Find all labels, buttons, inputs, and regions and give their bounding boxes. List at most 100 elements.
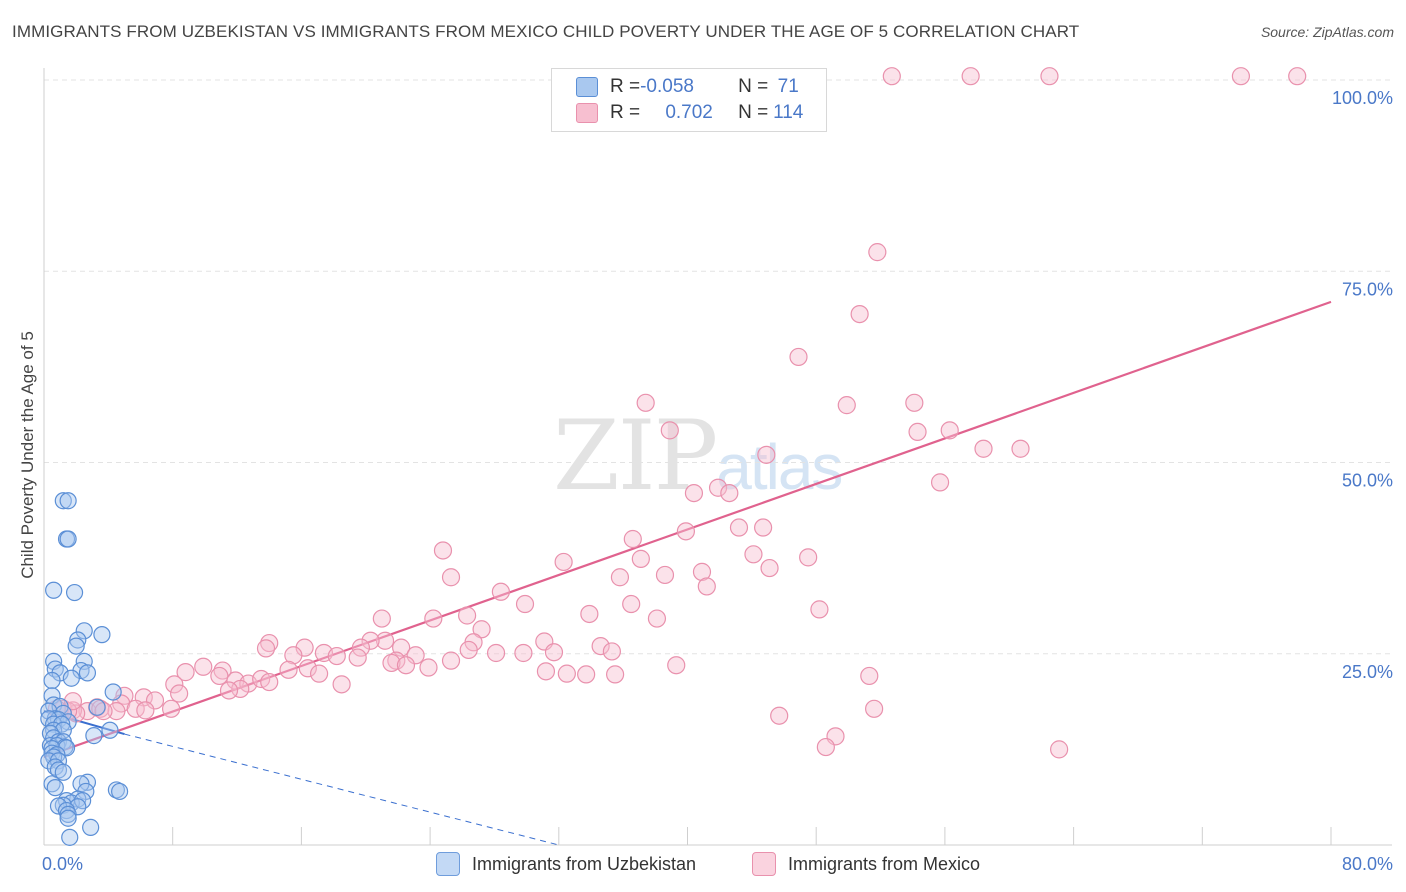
y-tick-label: 100.0% bbox=[1332, 88, 1393, 108]
point-mexico bbox=[610, 568, 630, 587]
point-mexico bbox=[332, 675, 351, 694]
point-mexico bbox=[424, 609, 443, 628]
point-mexico bbox=[860, 666, 879, 686]
point-mexico bbox=[327, 646, 346, 666]
y-axis-label: Child Poverty Under the Age of 5 bbox=[18, 331, 37, 579]
point-mexico bbox=[382, 653, 401, 673]
point-mexico bbox=[729, 518, 749, 537]
point-mexico bbox=[161, 699, 181, 718]
point-uzbekistan bbox=[101, 721, 119, 739]
point-mexico bbox=[514, 643, 533, 663]
point-mexico bbox=[697, 577, 716, 596]
trend-line-mexico bbox=[43, 300, 1332, 759]
point-mexico bbox=[406, 646, 425, 665]
chart-title: IMMIGRANTS FROM UZBEKISTAN VS IMMIGRANTS… bbox=[12, 22, 1080, 41]
point-mexico bbox=[631, 549, 650, 568]
point-mexico bbox=[961, 67, 980, 86]
point-mexico bbox=[1231, 67, 1251, 86]
legend-r-value: 0.702 bbox=[665, 102, 713, 123]
point-mexico bbox=[667, 656, 686, 675]
point-mexico bbox=[194, 657, 213, 676]
point-mexico bbox=[372, 609, 391, 628]
point-uzbekistan bbox=[59, 492, 77, 510]
point-mexico bbox=[660, 421, 679, 440]
legend-row-mexico: R = 0.702 N = 114 bbox=[576, 101, 808, 125]
point-mexico bbox=[279, 660, 298, 679]
point-mexico bbox=[441, 651, 461, 670]
point-mexico bbox=[491, 582, 510, 601]
point-mexico bbox=[63, 692, 83, 711]
legend-n-label: N = bbox=[738, 102, 769, 123]
point-mexico bbox=[636, 393, 655, 412]
point-mexico bbox=[908, 422, 927, 441]
point-mexico bbox=[351, 638, 371, 657]
legend-r-value: -0.058 bbox=[640, 76, 694, 97]
point-mexico bbox=[176, 663, 195, 682]
point-uzbekistan bbox=[104, 683, 122, 701]
legend-n-label: N = bbox=[738, 76, 769, 97]
point-mexico bbox=[419, 658, 438, 677]
point-uzbekistan bbox=[54, 796, 72, 814]
point-mexico bbox=[458, 606, 477, 625]
point-mexico bbox=[260, 672, 279, 692]
point-mexico bbox=[770, 706, 789, 725]
point-mexico bbox=[708, 478, 728, 497]
x-tick-label-min: 0.0% bbox=[42, 854, 83, 874]
point-mexico bbox=[606, 665, 625, 684]
point-mexico bbox=[1050, 740, 1069, 759]
bottom-legend-mexico: Immigrants from Mexico bbox=[752, 852, 980, 876]
y-tick-label: 25.0% bbox=[1342, 662, 1393, 682]
point-mexico bbox=[433, 541, 453, 560]
grid-lines bbox=[44, 79, 1391, 655]
point-uzbekistan bbox=[111, 782, 129, 801]
watermark-zip: ZIP bbox=[553, 400, 718, 512]
point-mexico bbox=[692, 562, 712, 581]
point-mexico bbox=[940, 421, 959, 440]
point-uzbekistan bbox=[43, 671, 61, 690]
point-mexico bbox=[647, 609, 667, 628]
point-mexico bbox=[760, 558, 779, 578]
point-mexico bbox=[655, 565, 675, 585]
point-mexico bbox=[213, 661, 232, 680]
point-mexico bbox=[799, 548, 818, 567]
watermark-logo: ZIPatlas bbox=[553, 400, 843, 512]
point-mexico bbox=[623, 529, 642, 549]
point-uzbekistan bbox=[54, 492, 72, 510]
point-mexico bbox=[744, 545, 763, 564]
point-uzbekistan bbox=[59, 805, 77, 824]
point-mexico bbox=[210, 666, 229, 686]
point-mexico bbox=[930, 473, 950, 492]
point-mexico bbox=[905, 393, 924, 412]
data-points bbox=[40, 67, 1307, 846]
point-mexico bbox=[868, 243, 887, 262]
bottom-legend-uzbekistan: Immigrants from Uzbekistan bbox=[436, 852, 696, 876]
point-mexico bbox=[720, 484, 739, 503]
bottom-legend-swatch-mexico bbox=[752, 852, 776, 876]
point-mexico bbox=[387, 651, 406, 670]
point-uzbekistan bbox=[85, 727, 103, 745]
point-uzbekistan bbox=[88, 698, 106, 716]
point-mexico bbox=[348, 648, 367, 667]
bottom-legend-swatch-uzbekistan bbox=[436, 852, 460, 876]
axes bbox=[43, 68, 1392, 846]
point-mexico bbox=[1040, 67, 1059, 86]
point-mexico bbox=[816, 737, 835, 757]
point-mexico bbox=[536, 662, 556, 681]
point-uzbekistan bbox=[61, 828, 79, 846]
point-mexico bbox=[1011, 439, 1030, 458]
point-mexico bbox=[165, 675, 184, 694]
point-mexico bbox=[256, 639, 276, 658]
point-mexico bbox=[757, 445, 776, 464]
point-mexico bbox=[837, 396, 856, 415]
point-uzbekistan bbox=[93, 626, 111, 644]
point-mexico bbox=[850, 304, 869, 324]
point-mexico bbox=[622, 594, 641, 614]
point-mexico bbox=[136, 701, 155, 720]
point-mexico bbox=[441, 568, 461, 587]
point-mexico bbox=[515, 594, 535, 614]
y-tick-label: 50.0% bbox=[1342, 471, 1393, 491]
point-mexico bbox=[375, 631, 395, 650]
x-tick-label-max: 80.0% bbox=[1342, 854, 1393, 874]
point-mexico bbox=[486, 643, 506, 663]
